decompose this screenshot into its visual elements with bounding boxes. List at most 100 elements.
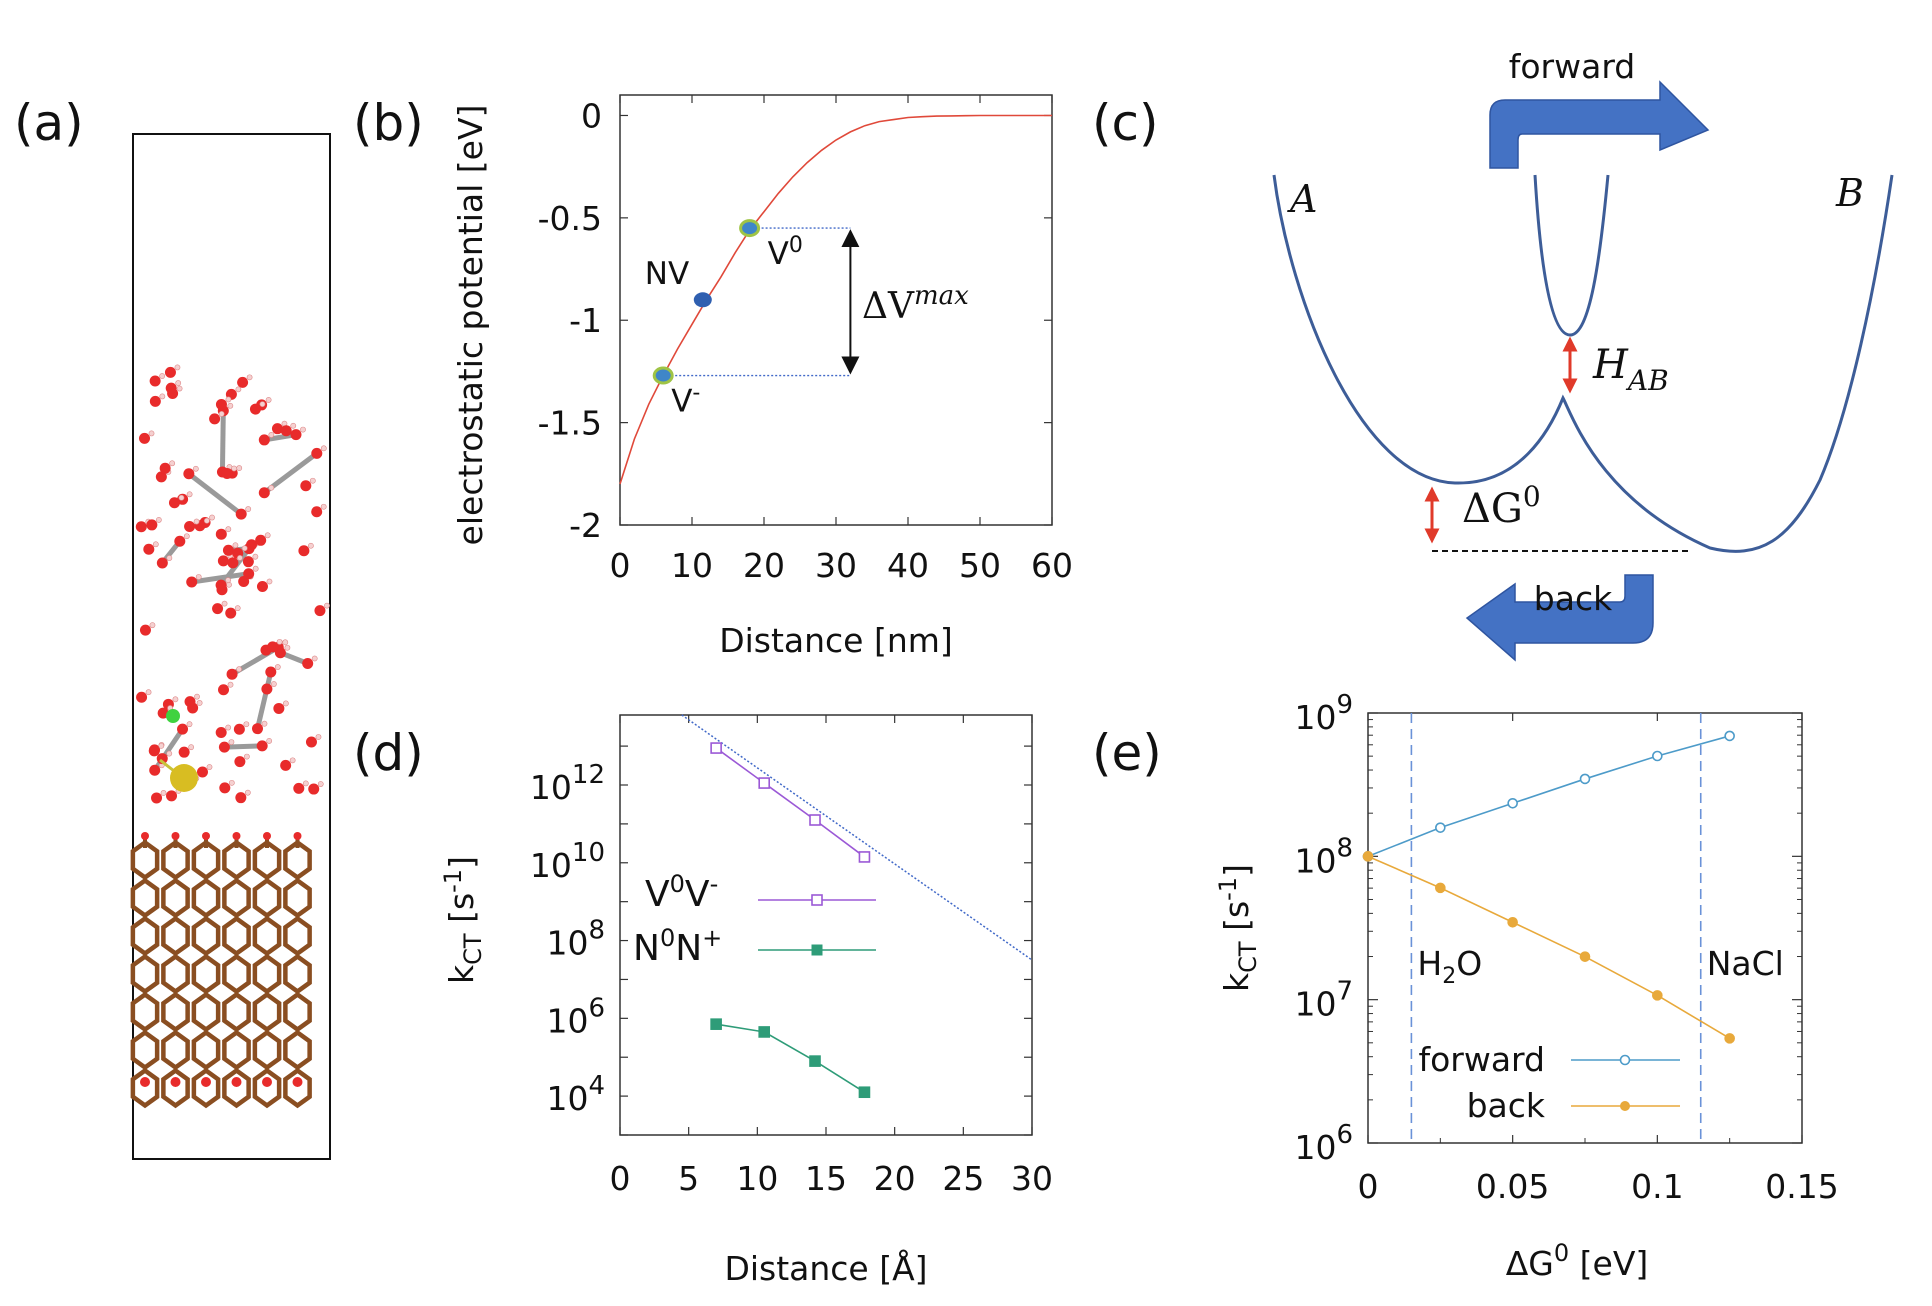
hydrogen-atom: [243, 753, 250, 760]
oxygen-atom: [221, 467, 233, 479]
y-tick-label: -2: [569, 506, 602, 545]
hydrogen-atom: [193, 518, 200, 525]
hydrogen-atom: [236, 465, 243, 471]
legend: forward back: [1418, 1040, 1680, 1125]
terminal-oxygen: [171, 832, 180, 840]
carbon-ring: [252, 877, 282, 919]
legend-v-a: V: [645, 874, 670, 915]
carbon-ring: [130, 877, 160, 919]
x-tick-label: 50: [959, 546, 1001, 585]
bottom-oxygen: [170, 1077, 181, 1087]
oxygen-atom: [222, 544, 234, 556]
x-tick-label: 0: [610, 546, 631, 585]
water-bond: [255, 671, 274, 730]
data-series: [710, 742, 871, 1099]
oxygen-atom: [178, 746, 190, 758]
data-point-forward: [1507, 797, 1518, 809]
x-tick-label: 0: [1358, 1167, 1379, 1206]
hydrogen-atom: [218, 410, 225, 417]
oxygen-atom: [242, 556, 254, 568]
hydrogen-atom: [237, 555, 243, 561]
y-title-unit-sup: -1: [439, 869, 467, 893]
hydrogen-atom: [284, 644, 291, 651]
lower-energy-surface: [1272, 174, 1894, 553]
plot-frame: [619, 94, 1053, 526]
carbon-ring: [222, 915, 251, 957]
legend-v-sup-a: 0: [670, 870, 685, 898]
x-title-unit: [eV]: [1569, 1244, 1648, 1283]
chloride-ion: [166, 709, 180, 723]
carbon-ring: [222, 1067, 251, 1109]
y-tick-label: 1010: [530, 838, 605, 885]
hydrogen-atom: [268, 432, 275, 438]
hydrogen-atom: [152, 541, 159, 548]
x-tick-label: 0.15: [1765, 1167, 1838, 1206]
marcus-diagram: A B HAB ΔG0 forward back: [1272, 47, 1894, 662]
carbon-ring: [161, 877, 190, 919]
hydrogen-atom: [149, 622, 156, 629]
tick-base: 10: [1294, 841, 1336, 880]
legend-marker-forward: [1619, 1054, 1631, 1066]
carbon-ring: [283, 839, 312, 881]
carbon-ring: [252, 1029, 282, 1071]
hydrogen-atom: [320, 445, 327, 452]
oxygen-atom: [159, 462, 171, 474]
forward-arrow: [1489, 80, 1710, 169]
hydrogen-atom: [186, 721, 193, 728]
state-label-base: V: [768, 236, 789, 272]
hydrogen-atom: [324, 602, 330, 609]
hydrogen-atom: [264, 532, 271, 539]
data-point-V0V-: [710, 742, 722, 754]
y-tick-label: 106: [1294, 1120, 1353, 1167]
data-point-back: [1652, 990, 1663, 1001]
bottom-oxygen: [140, 1077, 150, 1087]
x-tick-label: 20: [743, 546, 785, 585]
hydrogen-atom: [176, 385, 183, 392]
oxygen-atom: [196, 766, 208, 778]
y-tick-label: 1012: [530, 760, 605, 807]
hydrogen-atom: [320, 503, 327, 510]
oxygen-atom: [293, 782, 305, 794]
oxygen-atom: [302, 658, 314, 670]
y-title-unit: [s: [442, 893, 481, 934]
oxygen-atom: [258, 434, 270, 446]
hydrogen-atom: [243, 721, 250, 728]
forward-label: forward: [1509, 47, 1636, 86]
legend-v-b: V: [685, 874, 710, 915]
carbon-ring: [252, 991, 282, 1033]
hydrogen-atom: [196, 700, 203, 706]
oxygen-atom: [186, 576, 198, 588]
legend-n-sup-a: 0: [660, 924, 675, 952]
data-point-V0V-: [809, 814, 821, 826]
oxygen-atom: [273, 702, 285, 714]
carbon-ring: [283, 877, 312, 919]
y-title-close: ]: [442, 856, 481, 869]
x-tick-label: 60: [1031, 546, 1073, 585]
hydrogen-atom: [203, 517, 210, 524]
y-tick-label: 108: [546, 916, 605, 963]
oxygen-atom: [280, 759, 292, 771]
terminal-oxygen: [263, 832, 271, 840]
carbon-ring: [191, 953, 221, 995]
oxygen-atom: [136, 691, 148, 703]
tick-base: 10: [546, 1001, 588, 1040]
hydrogen-atom: [282, 700, 289, 707]
y-axis-title: kCT [s-1]: [1214, 864, 1262, 992]
data-point-forward: [1435, 822, 1446, 833]
y-tick-label: 109: [1294, 690, 1353, 737]
oxygen-atom: [184, 521, 196, 533]
tick-base: 10: [546, 924, 588, 963]
hydrogen-atom: [274, 664, 281, 670]
oxygen-atom: [177, 723, 189, 735]
hydrogen-atom: [266, 738, 273, 744]
hydrogen-atom: [232, 542, 239, 549]
oxygen-atom: [209, 413, 221, 425]
oxygen-atom: [252, 723, 264, 735]
x-tick-label: 15: [805, 1159, 847, 1198]
water-bond: [187, 471, 243, 517]
delta-v-base: ΔV: [862, 286, 915, 327]
oxygen-atom: [261, 683, 273, 695]
data-point-forward: [1724, 730, 1735, 742]
hydrogen-atom: [270, 681, 277, 687]
